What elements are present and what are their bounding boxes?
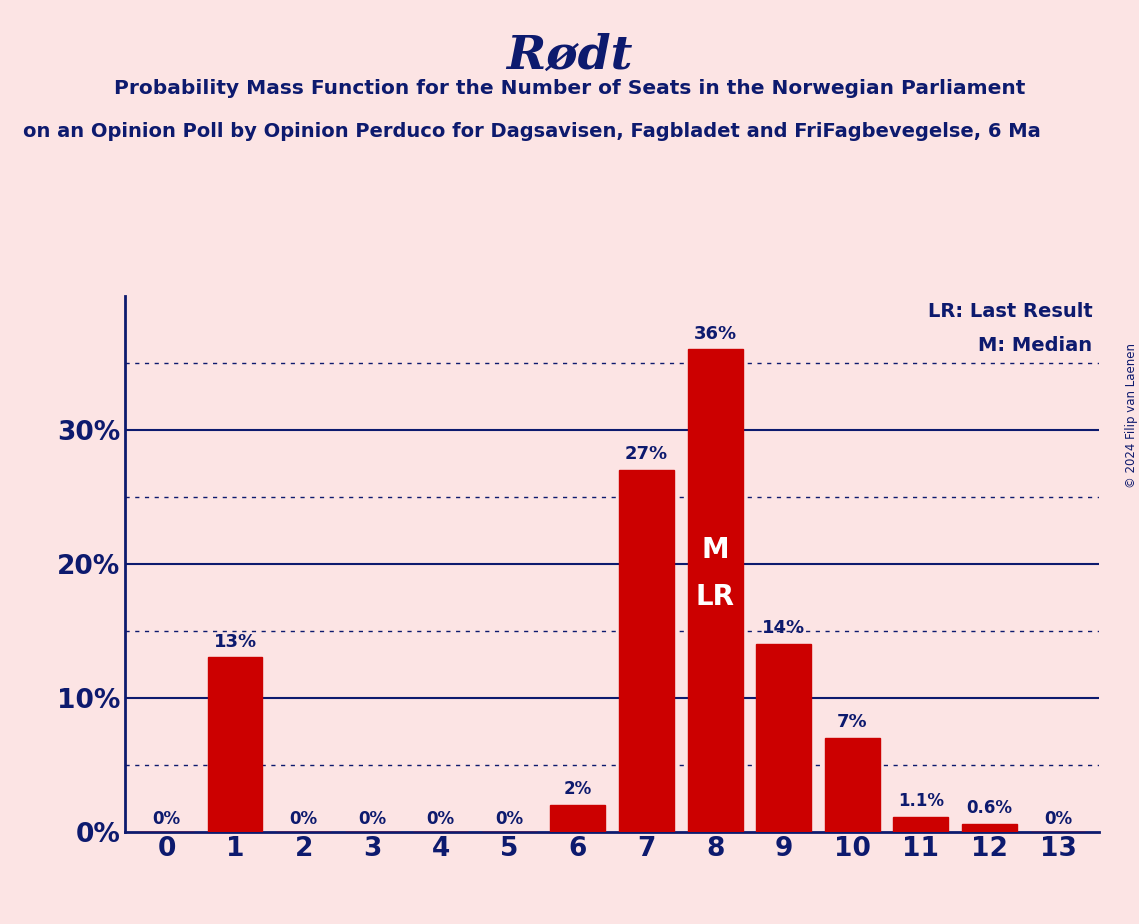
Text: M: Median: M: Median [978,336,1092,355]
Text: 0%: 0% [289,809,318,828]
Text: Rødt: Rødt [506,32,633,79]
Bar [825,737,879,832]
Text: 0%: 0% [1044,809,1072,828]
Bar [550,805,605,832]
Text: 27%: 27% [625,445,669,463]
Bar [620,470,674,832]
Bar [756,644,811,832]
Text: 13%: 13% [213,633,256,650]
Bar [893,817,949,832]
Text: 14%: 14% [762,619,805,638]
Text: LR: Last Result: LR: Last Result [927,302,1092,322]
Text: 0.6%: 0.6% [966,799,1013,817]
Bar [688,349,743,832]
Text: M: M [702,536,729,565]
Text: 1.1%: 1.1% [898,792,944,810]
Text: Probability Mass Function for the Number of Seats in the Norwegian Parliament: Probability Mass Function for the Number… [114,79,1025,98]
Text: 7%: 7% [837,713,868,731]
Text: 2%: 2% [564,780,592,798]
Text: 0%: 0% [358,809,386,828]
Text: © 2024 Filip van Laenen: © 2024 Filip van Laenen [1124,344,1138,488]
Text: 0%: 0% [427,809,454,828]
Text: 0%: 0% [153,809,180,828]
Text: 36%: 36% [694,324,737,343]
Text: LR: LR [696,583,735,611]
Text: on an Opinion Poll by Opinion Perduco for Dagsavisen, Fagbladet and FriFagbevege: on an Opinion Poll by Opinion Perduco fo… [23,122,1041,141]
Bar [207,658,262,832]
Bar [962,823,1017,832]
Text: 0%: 0% [495,809,524,828]
